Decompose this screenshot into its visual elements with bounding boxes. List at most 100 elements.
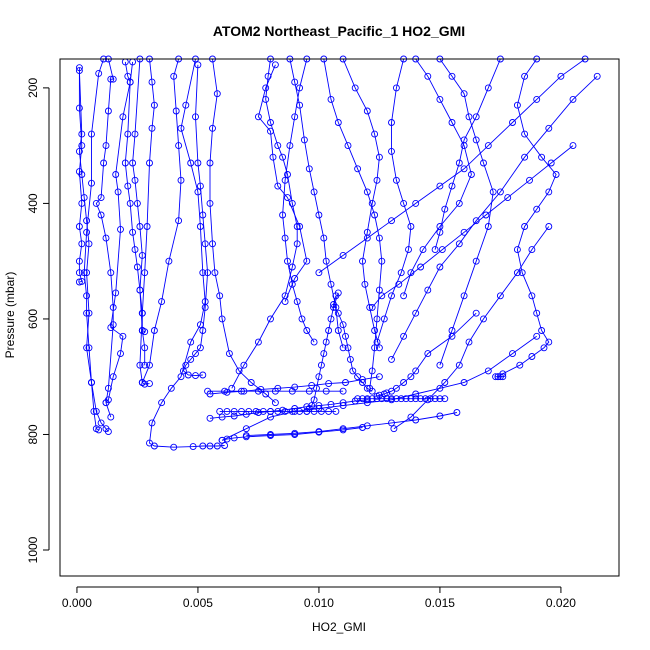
data-point [141,361,149,369]
data-point [504,194,512,202]
data-point [165,257,173,265]
data-point [371,344,379,352]
data-point [400,292,408,300]
data-point [298,315,306,323]
x-tick-label: 0.010 [304,596,334,610]
data-point [240,387,248,395]
data-point [441,395,449,403]
data-point [397,395,405,403]
data-point [119,113,127,121]
data-point [421,395,429,403]
data-point [545,124,553,132]
data-point [388,292,395,300]
series-18 [373,55,415,346]
data-point [83,228,91,236]
data-point [489,188,497,196]
data-point [344,344,352,352]
data-point [182,101,190,109]
series-9 [146,55,229,451]
data-point [327,315,335,323]
data-point [325,380,333,388]
data-point [441,379,449,386]
data-point [267,127,274,135]
data-point [492,373,500,381]
series-13 [286,55,347,352]
data-point [199,211,207,219]
data-point [206,442,214,450]
data-point [339,399,347,407]
data-point [129,228,137,236]
data-point [368,303,376,311]
data-point [431,246,439,254]
data-point [540,344,548,352]
data-point [279,211,287,219]
data-point [264,72,272,80]
data-point [472,136,480,144]
data-point [467,171,475,178]
series-line [141,58,182,383]
data-point [92,199,100,207]
data-point [206,199,214,207]
data-point [303,327,311,334]
data-point [279,153,287,161]
data-point [192,113,199,121]
chart-title: ATOM2 Northeast_Pacific_1 HO2_GMI [213,23,465,39]
x-tick-label: 0.000 [62,596,92,610]
data-point [216,407,224,415]
data-point [107,269,115,277]
series-line [497,58,557,378]
data-point [206,159,214,167]
data-point [359,424,366,431]
data-point [412,367,420,375]
data-point [375,234,383,242]
data-point [75,147,83,155]
data-point [291,275,299,282]
data-point [482,211,490,219]
data-point [75,257,83,265]
data-point [533,332,541,340]
series-line [83,58,105,431]
data-point [204,269,212,277]
data-point [359,379,366,386]
data-point [150,442,158,450]
data-point [388,395,395,403]
data-point [303,407,311,415]
data-point [85,344,93,352]
data-point [395,280,403,288]
series-line [391,75,598,360]
data-point [388,147,395,155]
data-point [274,384,282,392]
data-point [552,171,560,178]
x-tick-label: 0.005 [183,596,213,610]
series-line [323,58,383,389]
data-point [363,422,371,430]
data-point [177,373,185,381]
data-point [518,269,526,277]
data-point [310,338,318,346]
data-point [371,211,379,219]
data-point [267,119,274,126]
data-point [533,309,541,317]
data-point [158,298,166,306]
data-point [368,367,376,375]
data-point [218,315,226,323]
data-point [288,263,296,271]
data-point [213,442,221,450]
data-point [254,338,262,346]
data-point [124,182,132,190]
data-point [284,257,291,265]
data-point [436,361,444,369]
data-point [339,344,347,352]
data-point [484,142,492,150]
data-point [296,84,304,92]
data-point [143,223,151,230]
data-point [240,361,248,369]
data-point [313,384,320,392]
data-point [315,373,323,381]
series-34 [303,289,342,415]
data-point [245,407,253,415]
data-point [460,165,468,173]
data-point [438,246,446,254]
series-14 [254,61,311,306]
data-point [97,419,105,427]
